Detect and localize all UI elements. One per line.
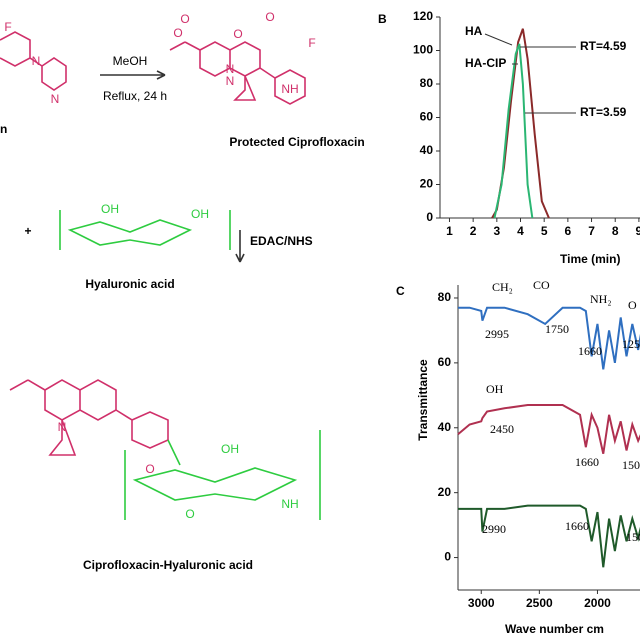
product-label: Protected Ciprofloxacin (229, 135, 364, 149)
y-tick-label: 60 (438, 355, 452, 369)
x-tick-label: 8 (612, 224, 619, 238)
legend-entry: HA (465, 24, 483, 38)
x-tick-label: 1 (446, 224, 453, 238)
annotation: 1250 (622, 337, 640, 351)
reagent: Reflux, 24 h (103, 89, 167, 103)
annotation: O (628, 298, 637, 312)
y-tick-label: 100 (413, 43, 433, 57)
x-tick-label: 5 (541, 224, 548, 238)
y-tick-label: 20 (420, 177, 434, 191)
annotation: RT=4.59 (580, 39, 627, 53)
atom-label: NH (281, 82, 298, 96)
atom-label: F (308, 36, 315, 50)
y-tick-label: 20 (438, 485, 452, 499)
reagent: EDAC/NHS (250, 234, 313, 248)
panel-label: C (396, 284, 405, 298)
annotation: 2995 (485, 327, 509, 341)
x-tick-label: 2500 (526, 596, 553, 610)
annotation: 1660 (565, 519, 589, 533)
x-tick-label: 3000 (468, 596, 495, 610)
annotation: OH (486, 382, 504, 396)
x-tick-label: 9 (636, 224, 640, 238)
annotation: RT=3.59 (580, 105, 627, 119)
annotation: CH₂ (492, 280, 513, 294)
annotation: NH₂ (590, 292, 612, 306)
series-line (458, 504, 640, 568)
atom-label: N (226, 62, 235, 76)
atom-label: N (226, 74, 235, 88)
atom-label: N (58, 420, 67, 434)
annotation: 1500 (626, 530, 640, 544)
plus: + (24, 224, 31, 238)
x-tick-label: 6 (565, 224, 572, 238)
y-tick-label: 0 (426, 210, 433, 224)
atom-label: N (51, 92, 60, 106)
atom-label: O (185, 507, 194, 521)
y-axis-title: Transmittance (416, 359, 430, 441)
y-tick-label: 0 (444, 550, 451, 564)
panel-label: B (378, 12, 387, 26)
annotation: 1660 (578, 344, 602, 358)
annotation: 1500 (622, 458, 640, 472)
atom-label: O (145, 462, 154, 476)
series-line (458, 306, 640, 370)
atom-label: OH (221, 442, 239, 456)
atom-label: NH (281, 497, 298, 511)
x-axis-title: Wave number cm (505, 622, 604, 636)
annotation: 1660 (575, 455, 599, 469)
series-line (457, 404, 640, 454)
atom-label: OH (191, 207, 209, 221)
atom-label: O (173, 26, 182, 40)
atom-label: OH (101, 202, 119, 216)
atom-label: N (32, 54, 41, 68)
y-tick-label: 80 (420, 76, 434, 90)
x-tick-label: 2 (470, 224, 477, 238)
y-tick-label: 60 (420, 110, 434, 124)
annotation: CO (533, 278, 550, 292)
x-tick-label: 4 (517, 224, 524, 238)
atom-label: O (233, 27, 242, 41)
reagent: MeOH (113, 54, 148, 68)
legend-entry: HA-CIP (465, 56, 506, 70)
atom-label: F (4, 20, 11, 34)
x-tick-label: 2000 (584, 596, 611, 610)
annotation: 2450 (490, 422, 514, 436)
x-axis-title: Time (min) (560, 252, 620, 266)
pointer (484, 33, 513, 46)
atom-label: O (265, 10, 274, 24)
y-tick-label: 40 (420, 143, 434, 157)
x-tick-label: 7 (588, 224, 595, 238)
atom-label: O (180, 12, 189, 26)
annotation: 2990 (482, 522, 506, 536)
x-tick-label: 3 (493, 224, 500, 238)
annotation: 1750 (545, 322, 569, 336)
y-tick-label: 120 (413, 9, 433, 23)
product-label: Ciprofloxacin-Hyaluronic acid (83, 558, 253, 572)
y-tick-label: 80 (438, 290, 452, 304)
y-tick-label: 40 (438, 420, 452, 434)
scheme-bonds (0, 31, 321, 520)
reactant-label: Hyaluronic acid (85, 277, 174, 291)
cropped-label: n (0, 122, 7, 136)
series-line (493, 43, 534, 219)
